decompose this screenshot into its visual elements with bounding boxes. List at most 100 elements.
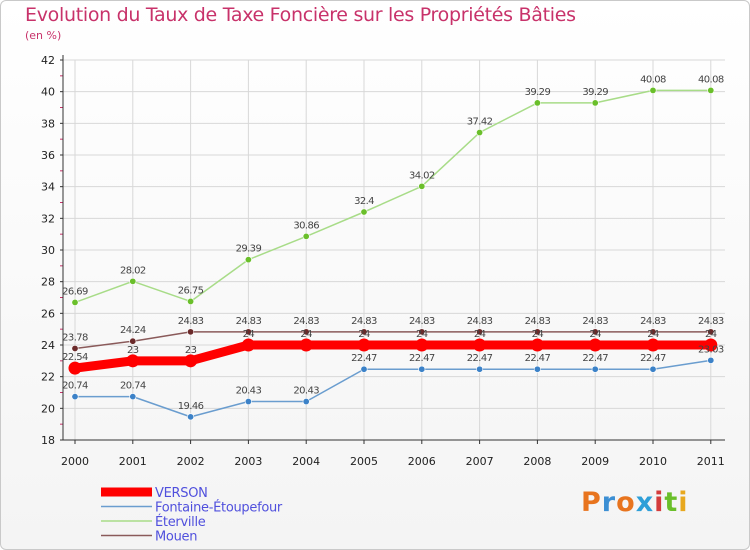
data-point-eterville <box>360 208 368 216</box>
data-point-verson <box>646 338 660 352</box>
data-label-verson: 24 <box>416 329 428 340</box>
x-tick-label: 2002 <box>177 455 205 468</box>
data-label-verson: 24 <box>705 329 717 340</box>
data-label-verson: 22.54 <box>62 352 88 363</box>
y-tick-label: 18 <box>41 434 55 447</box>
legend-label-eterville: Éterville <box>155 514 206 530</box>
data-point-fontaine-etoupefour <box>707 356 715 364</box>
data-point-fontaine-etoupefour <box>533 365 541 373</box>
y-tick-label: 36 <box>41 149 55 162</box>
data-point-eterville <box>533 99 541 107</box>
data-label-fontaine-etoupefour: 20.43 <box>293 386 319 397</box>
data-point-fontaine-etoupefour <box>187 413 195 421</box>
data-label-fontaine-etoupefour: 22.47 <box>525 353 551 364</box>
x-tick-label: 2009 <box>581 455 609 468</box>
data-label-eterville: 26.75 <box>178 285 204 296</box>
data-label-fontaine-etoupefour: 22.47 <box>351 353 377 364</box>
data-label-verson: 24 <box>474 329 486 340</box>
x-tick-label: 2004 <box>292 455 320 468</box>
data-label-mouen: 24.83 <box>582 316 608 327</box>
data-label-verson: 24 <box>532 329 544 340</box>
data-label-eterville: 29.39 <box>236 244 262 255</box>
axes: 18 20 22 24 26 28 30 32 34 36 38 40 42 2000 2001 2002 20… <box>41 54 725 468</box>
data-label-fontaine-etoupefour: 23.03 <box>698 344 724 355</box>
y-tick-label: 40 <box>41 86 55 99</box>
series-line-eterville <box>74 89 712 304</box>
x-tick-label: 2010 <box>639 455 667 468</box>
data-point-fontaine-etoupefour <box>649 365 657 373</box>
legend-label-mouen: Mouen <box>155 530 197 545</box>
data-point-verson <box>473 338 487 352</box>
data-label-eterville: 40.08 <box>698 74 724 85</box>
y-tick-label: 34 <box>41 181 55 194</box>
data-point-fontaine-etoupefour <box>591 365 599 373</box>
series-line-fontaine-etoupefour <box>74 359 712 418</box>
x-tick-label: 2003 <box>234 455 262 468</box>
data-point-eterville <box>707 86 715 94</box>
y-tick-label: 30 <box>41 244 55 257</box>
data-point-mouen <box>302 328 310 336</box>
legend-label-verson: VERSON <box>155 486 208 501</box>
data-label-fontaine-etoupefour: 20.74 <box>62 381 88 392</box>
legend-label-fontaine-etoupefour: Fontaine-Étoupefour <box>155 500 283 516</box>
data-point-eterville <box>187 297 195 305</box>
data-point-fontaine-etoupefour <box>244 398 252 406</box>
y-tick-label: 20 <box>41 402 55 415</box>
x-tick-label: 2011 <box>697 455 725 468</box>
data-label-mouen: 24.83 <box>236 316 262 327</box>
data-point-fontaine-etoupefour <box>71 393 79 401</box>
data-label-eterville: 28.02 <box>120 265 146 276</box>
y-tick-label: 28 <box>41 276 55 289</box>
data-label-verson: 24 <box>300 329 312 340</box>
data-label-eterville: 37.42 <box>467 117 493 128</box>
data-label-mouen: 24.83 <box>525 316 551 327</box>
y-tick-label: 22 <box>41 371 55 384</box>
y-tick-label: 32 <box>41 212 55 225</box>
chart-title: Evolution du Taux de Taxe Foncière sur l… <box>25 4 576 26</box>
data-point-verson <box>184 354 198 368</box>
data-label-verson: 24 <box>358 329 370 340</box>
data-label-verson: 24 <box>647 329 659 340</box>
y-tick-label: 24 <box>41 339 55 352</box>
data-labels: 20.74 20.74 19.46 20.43 20.43 22.47 22.47 22.47… <box>62 74 724 411</box>
data-point-mouen <box>591 328 599 336</box>
x-tick-label: 2001 <box>119 455 147 468</box>
data-label-fontaine-etoupefour: 20.43 <box>236 386 262 397</box>
data-label-verson: 23 <box>185 345 197 356</box>
data-label-fontaine-etoupefour: 22.47 <box>409 353 435 364</box>
data-point-verson <box>588 338 602 352</box>
x-tick-label: 2008 <box>523 455 551 468</box>
data-label-eterville: 30.86 <box>293 220 319 231</box>
data-point-eterville <box>244 256 252 264</box>
data-point-fontaine-etoupefour <box>476 365 484 373</box>
proxiti-logo: Proxiti <box>581 487 689 518</box>
data-point-eterville <box>302 232 310 240</box>
data-point-eterville <box>418 182 426 190</box>
data-label-fontaine-etoupefour: 22.47 <box>467 353 493 364</box>
data-point-mouen <box>187 328 195 336</box>
data-label-mouen: 24.83 <box>698 316 724 327</box>
data-label-mouen: 24.83 <box>293 316 319 327</box>
series-line-mouen <box>74 331 712 350</box>
data-point-verson <box>299 338 313 352</box>
data-label-mouen: 24.83 <box>409 316 435 327</box>
data-label-verson: 24 <box>589 329 601 340</box>
data-point-mouen <box>476 328 484 336</box>
x-tick-label: 2006 <box>408 455 436 468</box>
data-point-eterville <box>649 86 657 94</box>
data-point-verson <box>126 354 140 368</box>
data-label-eterville: 39.29 <box>582 87 608 98</box>
data-point-verson <box>357 338 371 352</box>
series-line-verson <box>70 340 716 373</box>
data-label-mouen: 24.24 <box>120 325 146 336</box>
data-label-eterville: 39.29 <box>525 87 551 98</box>
data-label-eterville: 32.4 <box>354 196 374 207</box>
data-point-verson <box>415 338 429 352</box>
data-point-verson <box>704 338 718 352</box>
data-point-mouen <box>649 328 657 336</box>
data-label-fontaine-etoupefour: 19.46 <box>178 401 204 412</box>
data-label-mouen: 24.83 <box>178 316 204 327</box>
data-point-fontaine-etoupefour <box>129 393 137 401</box>
